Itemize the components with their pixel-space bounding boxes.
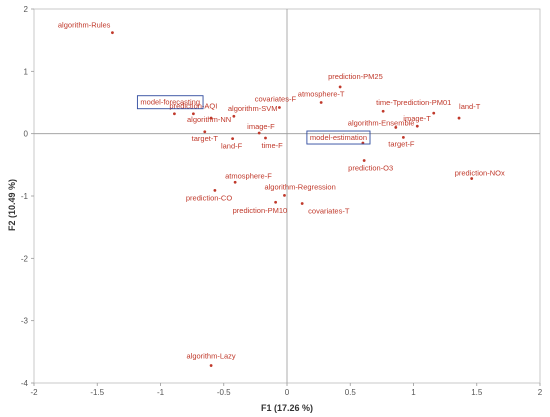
point-label-atmosphere-f: atmosphere-F bbox=[225, 171, 272, 180]
point-atmosphere-t bbox=[319, 101, 323, 104]
y-tick-label: -3 bbox=[21, 317, 29, 326]
x-tick-label: -1.5 bbox=[90, 388, 104, 397]
point-label-model-forecasting: model-forecasting bbox=[140, 98, 200, 107]
point-algorithm-regression bbox=[283, 193, 286, 197]
label-box-model-forecasting bbox=[136, 95, 204, 110]
point-image-t bbox=[415, 124, 419, 128]
point-label-target-t: target-T bbox=[192, 134, 219, 143]
y-tick-label: 2 bbox=[24, 5, 29, 14]
point-label-target-f: target-F bbox=[388, 139, 415, 148]
point-algorithm-nn bbox=[209, 116, 213, 120]
point-prediction-o3 bbox=[362, 159, 366, 162]
point-land-t bbox=[457, 116, 461, 120]
y-tick-label: -1 bbox=[21, 192, 29, 201]
point-label-time-t: time-T bbox=[376, 98, 398, 107]
x-tick-label: -1 bbox=[157, 388, 165, 397]
point-label-covariates-f: covariates-F bbox=[255, 94, 297, 103]
point-prediction-co bbox=[213, 188, 217, 192]
label-box-model-estimation bbox=[306, 130, 371, 145]
points-layer bbox=[111, 31, 474, 367]
point-label-algorithm-ensemble: algorithm-Ensemble bbox=[348, 118, 415, 127]
point-image-f bbox=[257, 131, 261, 135]
point-algorithm-lazy bbox=[209, 364, 213, 367]
point-label-covariates-t: covariates-T bbox=[308, 206, 350, 215]
point-prediction-pm25 bbox=[338, 85, 342, 89]
point-label-algorithm-svm: algorithm-SVM bbox=[228, 104, 278, 113]
y-tick-label: -4 bbox=[21, 379, 29, 388]
point-model-forecasting bbox=[173, 112, 176, 116]
point-label-prediction-o3: prediction-O3 bbox=[348, 163, 393, 172]
point-time-t bbox=[381, 109, 385, 113]
point-covariates-f bbox=[278, 106, 281, 109]
point-prediction-aqi bbox=[191, 112, 195, 116]
point-label-time-f: time-F bbox=[261, 141, 283, 150]
point-label-prediction-aqi: prediction-AQI bbox=[169, 102, 217, 111]
point-prediction-nox bbox=[470, 177, 474, 180]
y-tick-label: 1 bbox=[24, 67, 29, 76]
point-label-algorithm-nn: algorithm-NN bbox=[187, 115, 231, 124]
point-atmosphere-f bbox=[233, 180, 237, 184]
point-label-image-t: image-T bbox=[403, 114, 431, 123]
point-label-land-t: land-T bbox=[459, 102, 481, 111]
point-prediction-pm01 bbox=[432, 111, 436, 115]
y-tick-label: -2 bbox=[21, 254, 29, 263]
x-tick-label: 2 bbox=[538, 388, 543, 397]
y-axis-ticks: -4 -3 -2 -1 0 1 2 bbox=[21, 5, 34, 388]
point-label-prediction-pm10: prediction-PM10 bbox=[233, 206, 288, 215]
point-label-prediction-pm01: prediction-PM01 bbox=[397, 98, 452, 107]
x-tick-label: -0.5 bbox=[217, 388, 231, 397]
x-axis-ticks: -2 -1.5 -1 -0.5 0 0.5 1 1.5 2 bbox=[30, 383, 543, 397]
point-label-atmosphere-t: atmosphere-T bbox=[298, 90, 345, 99]
point-prediction-pm10 bbox=[274, 200, 278, 204]
point-land-f bbox=[231, 137, 235, 141]
y-tick-label: 0 bbox=[24, 130, 29, 139]
point-algorithm-svm bbox=[232, 114, 236, 118]
x-tick-label: 1 bbox=[411, 388, 416, 397]
point-label-algorithm-regression: algorithm-Regression bbox=[264, 182, 335, 191]
point-label-prediction-co: prediction-CO bbox=[186, 193, 232, 202]
point-label-image-f: image-F bbox=[247, 122, 275, 131]
point-label-land-f: land-F bbox=[221, 142, 243, 151]
point-label-algorithm-lazy: algorithm-Lazy bbox=[187, 352, 236, 361]
y-axis-title: F2 (10.49 %) bbox=[7, 179, 17, 231]
point-labels-layer: algorithm-Rules prediction-AQI algorithm-S… bbox=[58, 21, 505, 361]
point-label-algorithm-rules: algorithm-Rules bbox=[58, 21, 111, 30]
plot-frame bbox=[33, 8, 541, 384]
point-target-t bbox=[203, 130, 207, 134]
point-label-prediction-nox: prediction-NOx bbox=[455, 169, 505, 178]
point-algorithm-rules bbox=[111, 31, 114, 35]
x-tick-label: 1.5 bbox=[471, 388, 483, 397]
point-time-f bbox=[264, 136, 267, 140]
point-algorithm-ensemble bbox=[394, 126, 398, 129]
point-label-prediction-pm25: prediction-PM25 bbox=[328, 72, 383, 81]
x-tick-label: 0.5 bbox=[345, 388, 357, 397]
x-axis-title: F1 (17.26 %) bbox=[261, 403, 313, 413]
point-covariates-t bbox=[300, 202, 304, 205]
point-target-f bbox=[401, 136, 405, 139]
point-label-model-estimation: model-estimation bbox=[310, 133, 367, 142]
x-tick-label: -2 bbox=[30, 388, 38, 397]
x-tick-label: 0 bbox=[285, 388, 290, 397]
